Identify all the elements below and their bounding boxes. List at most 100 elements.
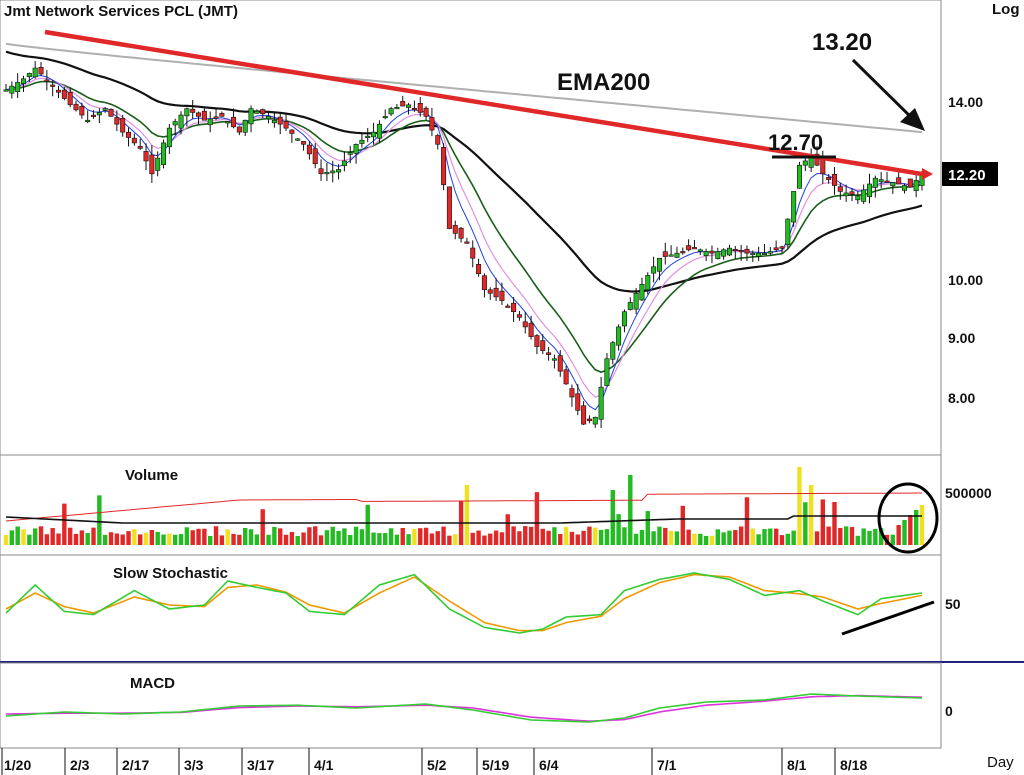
volume-bar [97, 495, 102, 545]
volume-bar [581, 530, 586, 545]
candle-body [616, 326, 622, 346]
volume-bar [365, 504, 370, 545]
price-tick-14: 14.00 [948, 94, 983, 110]
volume-bar [172, 534, 178, 545]
volume-bar [832, 501, 837, 545]
candle-body [201, 110, 207, 121]
candle-body [651, 266, 657, 274]
volume-bar [102, 534, 108, 545]
candle-body [248, 108, 254, 125]
ema200-label: EMA200 [557, 69, 650, 96]
candle-body [254, 110, 260, 114]
volume-bar [680, 505, 685, 545]
volume-bar [406, 534, 411, 545]
volume-ma-black [5, 515, 922, 524]
candle-body [231, 116, 237, 128]
candle-body [866, 183, 872, 197]
candle-body [511, 302, 517, 312]
candle-body [225, 121, 231, 124]
volume-bar [803, 502, 808, 545]
candle-body [522, 321, 528, 328]
candle-body [3, 89, 9, 92]
volume-bar [598, 529, 604, 545]
candle-body [429, 117, 435, 131]
volume-bar [867, 530, 872, 545]
target-arrow [851, 58, 920, 126]
candle-body [820, 158, 826, 175]
candle-body [697, 249, 703, 252]
volume-bar [318, 535, 324, 545]
candle-body [633, 292, 639, 310]
volume-bar [377, 533, 382, 545]
volume-bar [38, 526, 44, 545]
candle-body [528, 322, 534, 337]
candle-body [330, 170, 336, 174]
volume-bar [260, 509, 265, 545]
candle-body [266, 116, 272, 120]
candle-body [639, 283, 645, 301]
volume-bar [435, 531, 440, 545]
chart-title: Jmt Network Services PCL (JMT) [4, 3, 238, 20]
candle-body [137, 146, 143, 149]
candle-body [219, 112, 225, 117]
candle-body [493, 287, 499, 298]
volume-bar [91, 527, 96, 545]
candle-body [826, 177, 832, 180]
volume-bar [441, 526, 446, 545]
candle-body [21, 78, 27, 84]
volume-bar [44, 534, 50, 545]
volume-bar [289, 532, 295, 545]
volume-bar [476, 530, 481, 545]
volume-bar [394, 534, 400, 545]
volume-bar [167, 533, 172, 545]
candle-body [721, 249, 727, 257]
volume-bar [756, 534, 761, 545]
volume-bar [155, 531, 160, 545]
candle-body [353, 143, 359, 154]
candle-body [376, 123, 382, 139]
candle-body [575, 393, 581, 411]
candle-body [878, 179, 884, 182]
candle-body [400, 100, 406, 107]
stochastic-tick: 50 [945, 596, 961, 612]
candle-body [715, 251, 721, 259]
volume-bar [21, 529, 26, 545]
volume-bar [418, 528, 423, 545]
candle-body [126, 131, 132, 138]
candle-body [744, 248, 750, 254]
date-label: 5/2 [427, 757, 447, 773]
volume-bar [738, 526, 744, 545]
volume-bar [616, 514, 621, 545]
macd-tick: 0 [945, 703, 953, 719]
volume-bar [750, 528, 756, 545]
volume-bar [622, 527, 627, 545]
candle-body [347, 152, 353, 155]
volume-bar [231, 533, 236, 545]
volume-bar [663, 527, 668, 545]
volume-bar [645, 511, 650, 545]
volume-title: Volume [125, 467, 178, 484]
ma-green-line [5, 80, 923, 373]
candle-body [108, 108, 114, 117]
volume-bar [313, 526, 318, 545]
volume-bar [651, 531, 656, 545]
candle-body [738, 250, 744, 253]
volume-bar [225, 529, 230, 545]
volume-bar [359, 529, 365, 545]
volume-bar [896, 525, 901, 545]
candle-body [750, 252, 756, 255]
volume-bar [540, 528, 545, 545]
candle-body [178, 114, 184, 129]
candle-body [604, 358, 610, 386]
volume-bar [114, 533, 120, 545]
volume-bar [32, 528, 38, 545]
candle-body [551, 358, 557, 361]
volume-bar [791, 530, 796, 545]
volume-bar [569, 531, 575, 545]
volume-bar [353, 526, 359, 545]
candle-body [610, 342, 616, 360]
stochastic-trendline [841, 600, 935, 636]
volume-bar [15, 526, 20, 545]
volume-bar [9, 530, 15, 545]
